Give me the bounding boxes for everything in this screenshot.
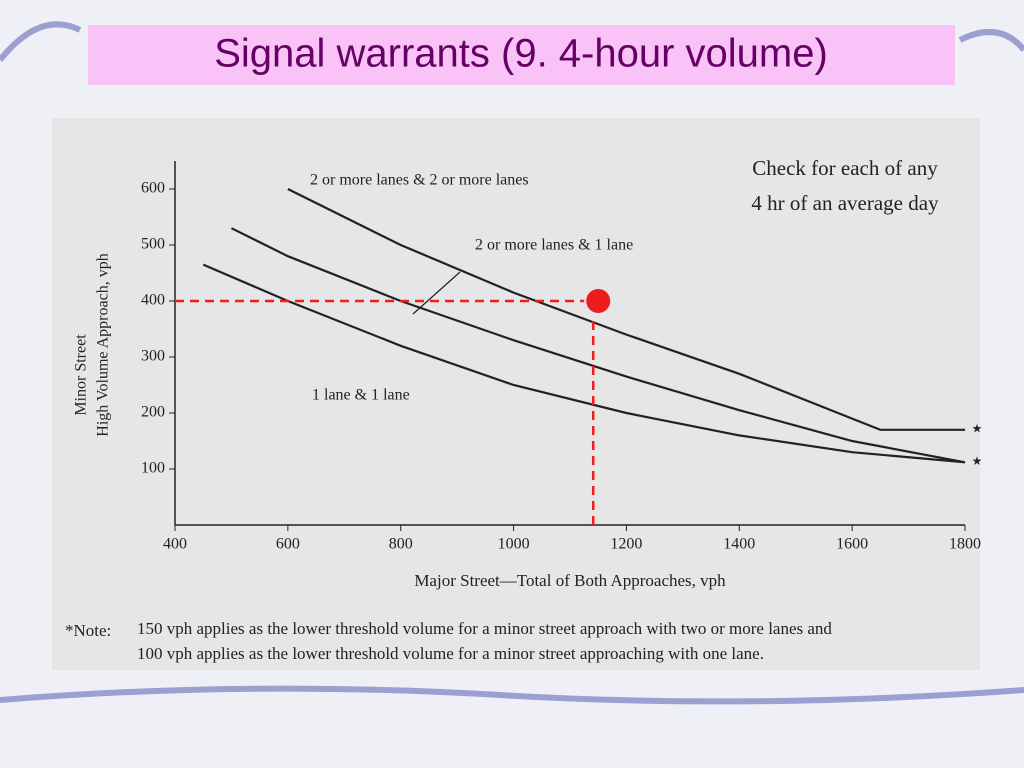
y-tick-label: 600: [141, 180, 165, 197]
note: 150 vph applies as the lower threshold v…: [137, 619, 832, 638]
curve: [230, 227, 966, 464]
annotation: 4 hr of an average day: [751, 191, 939, 215]
curve-label: 2 or more lanes & 2 or more lanes: [310, 172, 529, 189]
curve-label: 1 lane & 1 lane: [312, 387, 410, 404]
x-axis-label: Major Street—Total of Both Approaches, v…: [414, 571, 726, 590]
x-tick-label: 1800: [949, 536, 981, 553]
y-tick-label: 400: [141, 292, 165, 309]
title-box: [88, 25, 955, 85]
decoration: [0, 21, 1024, 705]
y-tick-label: 300: [141, 348, 165, 365]
x-tick-label: 400: [163, 536, 187, 553]
marker: [586, 289, 611, 313]
y-tick-label: 500: [141, 236, 165, 253]
curve: [202, 263, 966, 464]
y-tick-label: 200: [141, 404, 165, 421]
x-tick-label: 800: [389, 536, 413, 553]
end-mark: ★: [972, 454, 983, 468]
curve: [287, 188, 965, 431]
x-tick-label: 1200: [610, 536, 642, 553]
x-tick-label: 1600: [836, 536, 868, 553]
y-axis-label: High Volume Approach, vph: [95, 253, 112, 436]
end-mark: ★: [972, 422, 983, 436]
curve-label: 2 or more lanes & 1 lane: [475, 237, 633, 254]
annotation: Check for each of any: [752, 156, 938, 180]
pointer-arrow: [412, 271, 461, 315]
x-tick-label: 600: [276, 536, 300, 553]
slide-title: Signal warrants (9. 4-hour volume): [214, 32, 828, 76]
y-tick-label: 100: [141, 460, 165, 477]
note: 100 vph applies as the lower threshold v…: [137, 644, 764, 663]
y-axis-label: Minor Street: [73, 334, 90, 416]
note-marker: *Note:: [65, 621, 111, 640]
x-tick-label: 1000: [498, 536, 530, 553]
chart-panel: [52, 118, 980, 670]
x-tick-label: 1400: [723, 536, 755, 553]
